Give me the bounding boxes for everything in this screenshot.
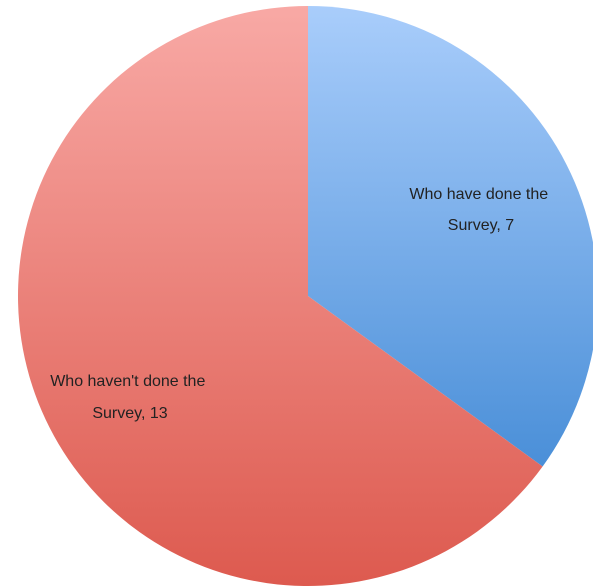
slice-label-done-line1: Who have done the [409,186,548,203]
slice-label-not-done: Who haven't done the Survey, 13 [50,373,210,422]
pie-labels: Who have done the Survey, 7 Who haven't … [50,186,552,422]
slice-label-not-done-line2: Survey, 13 [92,405,167,422]
pie-slice-not-done [17,6,543,586]
slice-label-done: Who have done the Survey, 7 [409,186,552,234]
slice-label-done-line2: Survey, 7 [448,217,515,234]
slice-label-not-done-line1: Who haven't done the [50,373,205,390]
pie-slice-done [308,6,593,467]
pie-slices [17,6,593,586]
